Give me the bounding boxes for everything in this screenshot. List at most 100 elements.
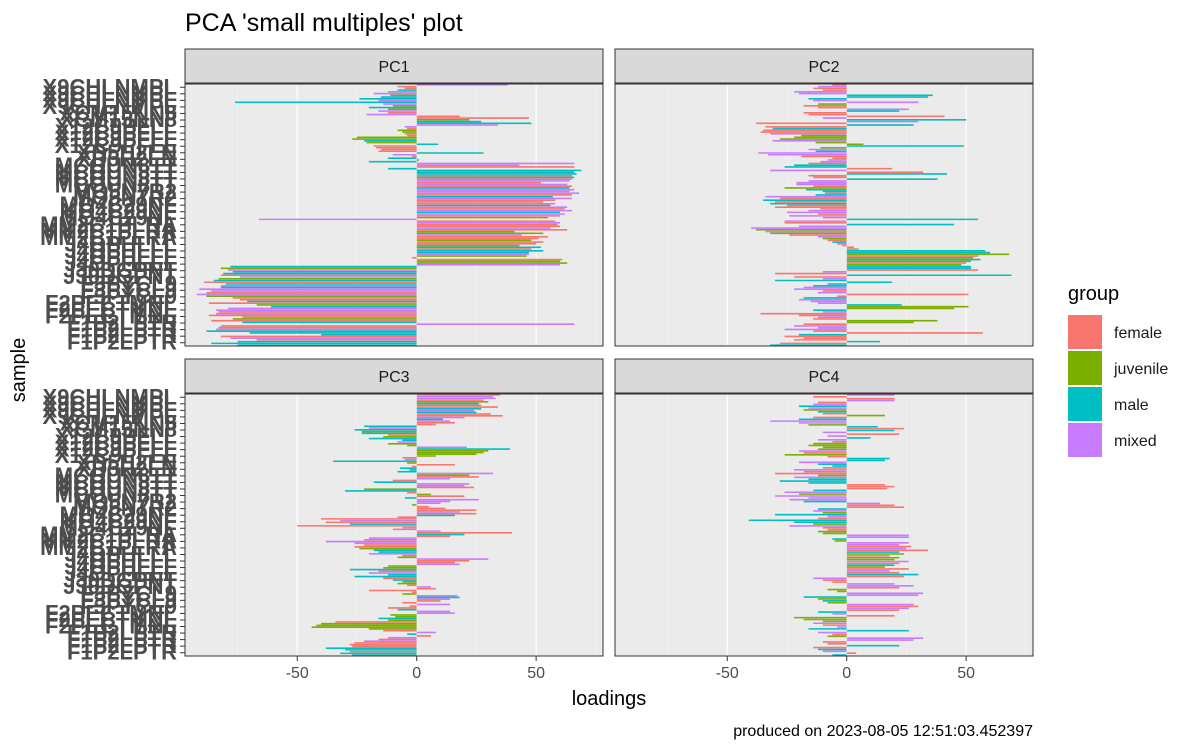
x-tick-label: -50 [286, 665, 309, 682]
y-tick-label: MO5N7R2 [73, 489, 177, 514]
y-tick-label: F1P2LPTR [67, 323, 177, 348]
legend-key [1068, 423, 1102, 457]
y-tick-label: MO5N7R2 [73, 496, 177, 521]
y-tick-label: F2PECTMNL [45, 290, 177, 315]
legend-label: juvenile [1113, 361, 1168, 378]
facet-strip-label: PC4 [808, 369, 839, 386]
panel-background [615, 394, 1033, 656]
y-tick-label: MO4C29NF [60, 192, 177, 217]
y-tick-label: F3PYCL9 [80, 587, 177, 612]
y-tick-label: MM2C1PLRA [40, 218, 177, 243]
panel-pc2: PC2 [614, 48, 1034, 347]
y-tick-label: J4OPHLLL [65, 555, 177, 580]
legend-item-mixed: mixed [1068, 423, 1157, 457]
y-axis-title: sample [8, 338, 30, 402]
facet-panels: PC1X9CHLNMPLX9CHLNMPLX9CHLNMPLX9CHLNMPLX… [40, 48, 1034, 682]
panel-pc1: PC1X9CHLNMPLX9CHLNMPLX9CHLNMPLX9CHLNMPLX… [40, 48, 604, 355]
x-tick-label: 50 [957, 665, 975, 682]
panel-background [185, 84, 603, 346]
y-tick-label: XD5H2LN [77, 450, 177, 475]
x-tick-label: -50 [716, 665, 739, 682]
y-tick-label: MM2C1PLRA [40, 522, 177, 547]
y-tick-label: X9CHLNMPL [43, 397, 177, 422]
x-axis-title: loadings [572, 688, 647, 710]
y-tick-label: J4OPHLLL [65, 245, 177, 270]
facet-strip [614, 48, 1034, 84]
y-tick-label: X9CHLNMPL [43, 74, 177, 99]
y-tick-label: XD5H2LN [77, 456, 177, 481]
y-tick-label: F1P2LPTR [67, 620, 177, 645]
y-tick-label: MO4C29NF [60, 502, 177, 527]
legend: group female juvenile male mixed [1068, 283, 1168, 457]
y-tick-label: F1P2LPTR [67, 310, 177, 335]
legend-key [1068, 387, 1102, 421]
y-tick-label: F3PYCL9 [80, 277, 177, 302]
y-tick-label: MCOUN8TT [55, 463, 178, 488]
y-tick-label: J4OPHLLL [65, 548, 177, 573]
panel-border [184, 393, 604, 657]
y-tick-label: F1P2LPTR [67, 640, 177, 665]
y-tick-label: F1P2LPTR [67, 627, 177, 652]
y-tick-label: MO4C29NF [60, 509, 177, 534]
legend-key [1068, 351, 1102, 385]
y-tick-label: F3PYCL9 [80, 581, 177, 606]
legend-label: female [1114, 325, 1162, 342]
y-tick-label: MCOUN8TT [55, 166, 178, 191]
y-tick-label: XD5H2LN [77, 146, 177, 171]
y-tick-label: J30DGPNT [63, 568, 177, 593]
y-tick-label: MO4C29NF [60, 199, 177, 224]
y-tick-label: MCOUN8TT [55, 469, 178, 494]
y-tick-label: F1P2LPTR [67, 317, 177, 342]
legend-item-juvenile: juvenile [1068, 351, 1168, 385]
y-tick-label: XD5H2LN [77, 140, 177, 165]
panel-border [184, 83, 604, 347]
y-tick-label: X12C9PFLL [55, 114, 177, 139]
legend-key [1068, 315, 1102, 349]
y-tick-label: J4OPHLLL [65, 561, 177, 586]
y-tick-label: F2PECTMNL [45, 607, 177, 632]
chart-title: PCA 'small multiples' plot [185, 9, 463, 37]
facet-strip [184, 48, 604, 84]
y-tick-label: F1P2LPTR [67, 330, 177, 355]
y-tick-label: MO5N7R2 [73, 186, 177, 211]
panel-border [614, 393, 1034, 657]
y-tick-label: X12C9PFLL [55, 424, 177, 449]
y-tick-label: MM2C1PLRA [40, 212, 177, 237]
y-tick-label: MM2C1PLRA [40, 225, 177, 250]
y-tick-label: MO4C29NF [60, 515, 177, 540]
y-tick-label: MCOUN8TT [55, 483, 178, 508]
y-tick-label: J4OPHLLL [65, 541, 177, 566]
y-tick-label: MCOUN8TT [55, 173, 178, 198]
legend-item-female: female [1068, 315, 1162, 349]
y-tick-label: MCOUN8TT [55, 159, 178, 184]
y-tick-label: MO5N7R2 [73, 179, 177, 204]
y-tick-label: X12C9PFLL [55, 133, 177, 158]
y-tick-label: X9CHLNMPL [43, 87, 177, 112]
x-tick-label: 0 [412, 665, 421, 682]
y-tick-label: MO4C29NF [60, 205, 177, 230]
y-tick-label: XCM15NN8 [60, 410, 177, 435]
legend-label: mixed [1114, 433, 1157, 450]
y-tick-label: F2PECTMNL [45, 614, 177, 639]
y-tick-label: J4OPHLLL [65, 231, 177, 256]
chart-caption: produced on 2023-08-05 12:51:03.452397 [733, 723, 1033, 740]
x-tick-label: 50 [527, 665, 545, 682]
y-tick-label: J30DGPNT [63, 264, 177, 289]
legend-item-male: male [1068, 387, 1149, 421]
y-tick-label: X12C9PFLL [55, 443, 177, 468]
y-tick-label: F2PECTMNL [45, 297, 177, 322]
facet-strip-label: PC3 [378, 369, 409, 386]
y-tick-label: XCM15NN8 [60, 100, 177, 125]
y-tick-label: X9CHLNMPL [43, 81, 177, 106]
y-tick-label: X12C9PFLL [55, 430, 177, 455]
y-tick-label: MM2C1PLRA [40, 535, 177, 560]
y-tick-label: X9CHLNMPL [43, 384, 177, 409]
legend-title: group [1068, 283, 1119, 305]
y-tick-label: J30DGPNT [63, 574, 177, 599]
facet-strip-label: PC1 [378, 59, 409, 76]
y-tick-label: MCOUN8TT [55, 153, 178, 178]
y-tick-label: F3PYCL9 [80, 271, 177, 296]
y-tick-label: F3PYCL9 [80, 284, 177, 309]
legend-label: male [1114, 397, 1149, 414]
